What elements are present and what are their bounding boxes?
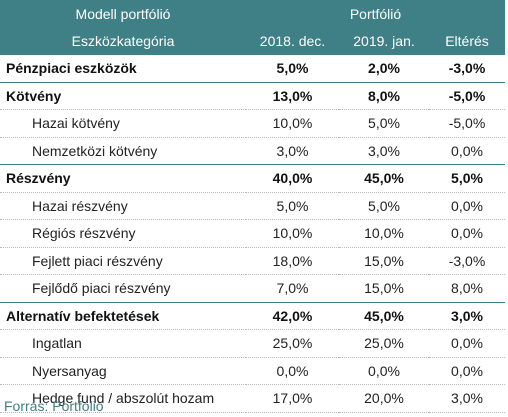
row-value-2018-dec: 10,0% (246, 219, 339, 248)
header-row-2: Eszközkategória 2018. dec. 2019. jan. El… (0, 27, 506, 55)
row-label: Hazai részvény (0, 192, 246, 220)
header-model-portfolio: Modell portfólió (75, 5, 171, 22)
table-row: Ingatlan 25,0% 25,0% 0,0% (0, 329, 506, 358)
row-value-difference: 8,0% (429, 274, 506, 303)
row-value-2018-dec: 40,0% (246, 164, 339, 193)
table-row: Fejlett piaci részvény 18,0% 15,0% -3,0% (0, 247, 506, 275)
row-label: Ingatlan (0, 329, 246, 358)
row-label: Pénzpiaci eszközök (0, 55, 246, 83)
row-value-2019-jan: 25,0% (339, 329, 429, 358)
table-row-group: Alternatív befektetések 42,0% 45,0% 3,0% (0, 301, 506, 330)
row-value-2018-dec: 5,0% (246, 55, 339, 83)
row-value-2019-jan: 5,0% (339, 109, 429, 138)
row-value-2019-jan: 20,0% (339, 384, 429, 413)
row-value-2018-dec: 42,0% (246, 301, 339, 330)
table-row: Hedge fund / abszolút hozam 17,0% 20,0% 3,0… (0, 384, 506, 413)
row-value-2018-dec: 10,0% (246, 109, 339, 138)
header-difference: Eltérés (445, 33, 489, 49)
row-value-2019-jan: 5,0% (339, 192, 429, 220)
row-value-2018-dec: 7,0% (246, 274, 339, 303)
table-body: Pénzpiaci eszközök 5,0% 2,0% -3,0% Kötvény 13… (0, 55, 506, 413)
header-asset-category: Eszközkategória (71, 33, 175, 49)
table-row: Nyersanyag 0,0% 0,0% 0,0% (0, 357, 506, 385)
row-label: Hazai kötvény (0, 109, 246, 138)
row-value-difference: 0,0% (429, 192, 506, 220)
row-value-difference: -3,0% (429, 247, 506, 275)
table-row: Régiós részvény 10,0% 10,0% 0,0% (0, 219, 506, 248)
row-value-difference: -5,0% (429, 109, 506, 138)
row-value-difference: -5,0% (429, 81, 506, 110)
header-row-1: Modell portfólió Portfólió (0, 0, 506, 27)
header-portfolio-group: Portfólió (349, 5, 402, 22)
table-header: Modell portfólió Portfólió Eszközkategór… (0, 0, 506, 55)
row-value-2019-jan: 2,0% (339, 55, 429, 83)
row-value-difference: 0,0% (429, 137, 506, 165)
row-label: Fejlett piaci részvény (0, 247, 246, 275)
row-value-2018-dec: 25,0% (246, 329, 339, 358)
row-label: Kötvény (0, 81, 246, 110)
row-value-2018-dec: 18,0% (246, 247, 339, 275)
row-value-2018-dec: 13,0% (246, 81, 339, 110)
row-value-2019-jan: 0,0% (339, 357, 429, 385)
header-2019-jan: 2019. jan. (353, 33, 415, 49)
row-value-2019-jan: 8,0% (339, 81, 429, 110)
row-value-2019-jan: 10,0% (339, 219, 429, 248)
table-row: Fejlődő piaci részvény 7,0% 15,0% 8,0% (0, 274, 506, 303)
row-value-2018-dec: 17,0% (246, 384, 339, 413)
row-value-2019-jan: 45,0% (339, 164, 429, 193)
table-row-group: Pénzpiaci eszközök 5,0% 2,0% -3,0% (0, 55, 506, 83)
header-2018-dec: 2018. dec. (259, 33, 326, 49)
row-value-difference: 0,0% (429, 357, 506, 385)
row-value-2019-jan: 15,0% (339, 247, 429, 275)
row-value-2018-dec: 5,0% (246, 192, 339, 220)
table-row: Nemzetközi kötvény 3,0% 3,0% 0,0% (0, 137, 506, 165)
row-value-difference: 0,0% (429, 329, 506, 358)
row-value-2019-jan: 15,0% (339, 274, 429, 303)
row-value-difference: 5,0% (429, 164, 506, 193)
row-label: Fejlődő piaci részvény (0, 274, 246, 303)
row-label: Nyersanyag (0, 357, 246, 385)
row-label: Alternatív befektetések (0, 301, 246, 330)
source-note: Forrás: Portfolio (4, 398, 104, 414)
row-value-2019-jan: 45,0% (339, 301, 429, 330)
row-label: Régiós részvény (0, 219, 246, 248)
table-row-group: Részvény 40,0% 45,0% 5,0% (0, 164, 506, 193)
table-row-group: Kötvény 13,0% 8,0% -5,0% (0, 81, 506, 110)
row-value-difference: 0,0% (429, 219, 506, 248)
row-value-difference: 3,0% (429, 301, 506, 330)
row-value-difference: 3,0% (429, 384, 506, 413)
row-label: Nemzetközi kötvény (0, 137, 246, 165)
row-value-2018-dec: 3,0% (246, 137, 339, 165)
row-value-2018-dec: 0,0% (246, 357, 339, 385)
table-row: Hazai kötvény 10,0% 5,0% -5,0% (0, 109, 506, 138)
table-row: Hazai részvény 5,0% 5,0% 0,0% (0, 192, 506, 220)
row-value-difference: -3,0% (429, 55, 506, 83)
row-label: Hedge fund / abszolút hozam (0, 384, 246, 413)
row-value-2019-jan: 3,0% (339, 137, 429, 165)
row-label: Részvény (0, 164, 246, 193)
